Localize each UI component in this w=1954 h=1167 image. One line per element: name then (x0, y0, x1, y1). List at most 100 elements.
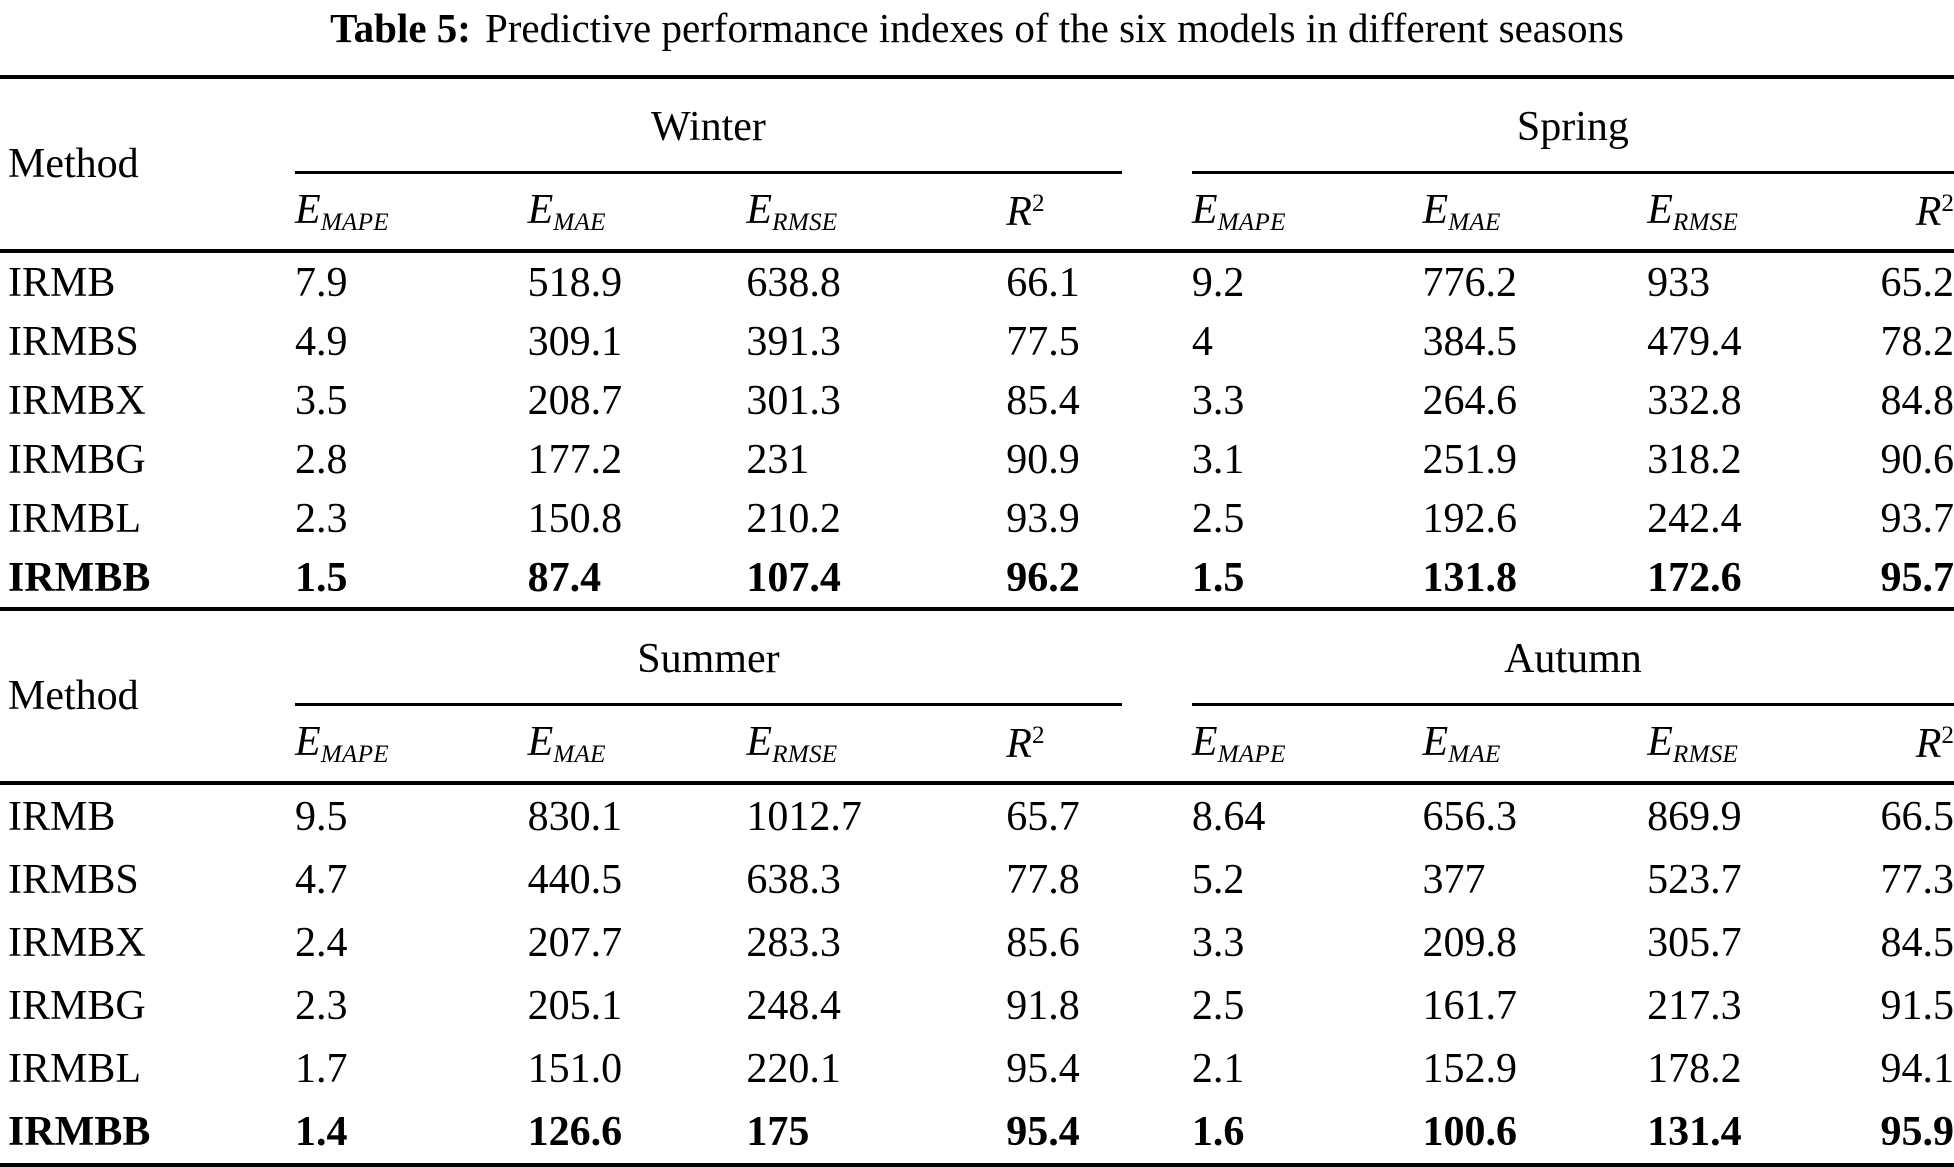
value-cell: 66.1 (1006, 259, 1080, 306)
table-row: IRMBG 2.3 205.1 248.4 91.8 2.5 161.7 217… (0, 974, 1954, 1037)
table-header: Method Winter Spring EMAPE EMAE ERMSE R2… (0, 75, 1954, 253)
table-row: IRMB 7.9 518.9 638.8 66.1 9.2 776.2 933 … (0, 253, 1954, 312)
table-body: IRMB 7.9 518.9 638.8 66.1 9.2 776.2 933 … (0, 253, 1954, 611)
col-header-ermse: ERMSE (746, 718, 838, 769)
metric-header-row: EMAPE EMAE ERMSE R2 EMAPE EMAE ERMSE R2 (295, 174, 1954, 249)
value-cell: 77.8 (1006, 856, 1080, 903)
table-header: Method Summer Autumn EMAPE EMAE ERMSE R2… (0, 611, 1954, 785)
value-cell: 264.6 (1422, 377, 1517, 424)
value-cell: 3.3 (1191, 919, 1245, 966)
col-header-emape: EMAPE (1191, 718, 1286, 769)
value-cell: 518.9 (527, 259, 623, 306)
value-cell: 95.7 (1880, 554, 1954, 601)
col-header-ermse: ERMSE (746, 186, 838, 237)
value-cell: 9.2 (1191, 259, 1245, 306)
season-header-winter: Winter (295, 79, 1192, 174)
value-cell: 9.5 (295, 793, 348, 840)
value-cell: 283.3 (746, 919, 841, 966)
method-cell: IRMBG (8, 436, 146, 483)
value-cell: 93.9 (1006, 495, 1080, 542)
method-cell: IRMBB (8, 554, 151, 601)
value-cell: 251.9 (1422, 436, 1517, 483)
value-cell: 66.5 (1880, 793, 1954, 840)
value-cell: 1.6 (1191, 1108, 1245, 1155)
value-cell: 301.3 (746, 377, 841, 424)
method-cell: IRMBX (8, 919, 146, 966)
value-cell: 131.8 (1422, 554, 1517, 601)
method-cell: IRMBS (8, 856, 139, 903)
value-cell: 1012.7 (746, 793, 862, 840)
table-row: IRMBX 2.4 207.7 283.3 85.6 3.3 209.8 305… (0, 911, 1954, 974)
value-cell: 440.5 (527, 856, 623, 903)
value-cell: 2.5 (1191, 982, 1245, 1029)
value-cell: 95.4 (1006, 1108, 1080, 1155)
value-cell: 638.8 (746, 259, 841, 306)
value-cell: 96.2 (1006, 554, 1080, 601)
table-row: IRMBG 2.8 177.2 231 90.9 3.1 251.9 318.2… (0, 430, 1954, 489)
value-cell: 84.8 (1880, 377, 1954, 424)
value-cell: 377 (1422, 856, 1486, 903)
col-header-emae: EMAE (1422, 718, 1501, 769)
value-cell: 107.4 (746, 554, 841, 601)
value-cell: 192.6 (1422, 495, 1517, 542)
value-cell: 178.2 (1647, 1045, 1742, 1092)
col-header-emape: EMAPE (1191, 186, 1286, 237)
value-cell: 1.5 (1191, 554, 1245, 601)
value-cell: 217.3 (1647, 982, 1742, 1029)
value-cell: 391.3 (746, 318, 841, 365)
value-cell: 65.2 (1880, 259, 1954, 306)
value-cell: 131.4 (1647, 1108, 1742, 1155)
col-header-emape: EMAPE (295, 718, 389, 769)
table-row: IRMBS 4.9 309.1 391.3 77.5 4 384.5 479.4… (0, 312, 1954, 371)
season-table-summer-autumn: Method Summer Autumn EMAPE EMAE ERMSE R2… (0, 611, 1954, 1167)
col-header-r2: R2 (1006, 188, 1045, 235)
value-cell: 95.9 (1880, 1108, 1954, 1155)
value-cell: 207.7 (527, 919, 623, 966)
value-cell: 161.7 (1422, 982, 1517, 1029)
value-cell: 7.9 (295, 259, 348, 306)
season-table-winter-spring: Method Winter Spring EMAPE EMAE ERMSE R2… (0, 75, 1954, 611)
col-header-r2: R2 (1915, 188, 1954, 235)
value-cell: 209.8 (1422, 919, 1517, 966)
value-cell: 91.5 (1880, 982, 1954, 1029)
value-cell: 90.9 (1006, 436, 1080, 483)
value-cell: 150.8 (527, 495, 623, 542)
value-cell: 776.2 (1422, 259, 1517, 306)
col-header-ermse: ERMSE (1647, 718, 1739, 769)
value-cell: 1.4 (295, 1108, 348, 1155)
value-cell: 77.5 (1006, 318, 1080, 365)
value-cell: 479.4 (1647, 318, 1742, 365)
value-cell: 65.7 (1006, 793, 1080, 840)
season-header-spring: Spring (1191, 79, 1954, 174)
value-cell: 95.4 (1006, 1045, 1080, 1092)
table-row-best: IRMBB 1.5 87.4 107.4 96.2 1.5 131.8 172.… (0, 548, 1954, 607)
col-header-emae: EMAE (527, 718, 606, 769)
value-cell: 210.2 (746, 495, 841, 542)
value-cell: 1.7 (295, 1045, 348, 1092)
value-cell: 126.6 (527, 1108, 623, 1155)
table-row: IRMBX 3.5 208.7 301.3 85.4 3.3 264.6 332… (0, 371, 1954, 430)
method-cell: IRMBB (8, 1108, 151, 1155)
value-cell: 94.1 (1880, 1045, 1954, 1092)
table-caption: Table 5: Predictive performance indexes o… (0, 0, 1954, 75)
value-cell: 869.9 (1647, 793, 1742, 840)
value-cell: 3.3 (1191, 377, 1245, 424)
table-row: IRMB 9.5 830.1 1012.7 65.7 8.64 656.3 86… (0, 785, 1954, 848)
col-header-emae: EMAE (1422, 186, 1501, 237)
value-cell: 77.3 (1880, 856, 1954, 903)
season-header-autumn: Autumn (1191, 611, 1954, 706)
col-header-r2: R2 (1006, 720, 1045, 767)
value-cell: 100.6 (1422, 1108, 1517, 1155)
season-label: Summer (637, 635, 780, 682)
value-cell: 4 (1191, 318, 1213, 365)
value-cell: 332.8 (1647, 377, 1742, 424)
value-cell: 242.4 (1647, 495, 1742, 542)
method-column-header: Method (8, 673, 139, 719)
method-cell: IRMB (8, 793, 116, 840)
value-cell: 8.64 (1191, 793, 1266, 840)
table-row: IRMBL 2.3 150.8 210.2 93.9 2.5 192.6 242… (0, 489, 1954, 548)
method-cell: IRMBL (8, 1045, 142, 1092)
value-cell: 84.5 (1880, 919, 1954, 966)
value-cell: 5.2 (1191, 856, 1245, 903)
method-cell: IRMBX (8, 377, 146, 424)
